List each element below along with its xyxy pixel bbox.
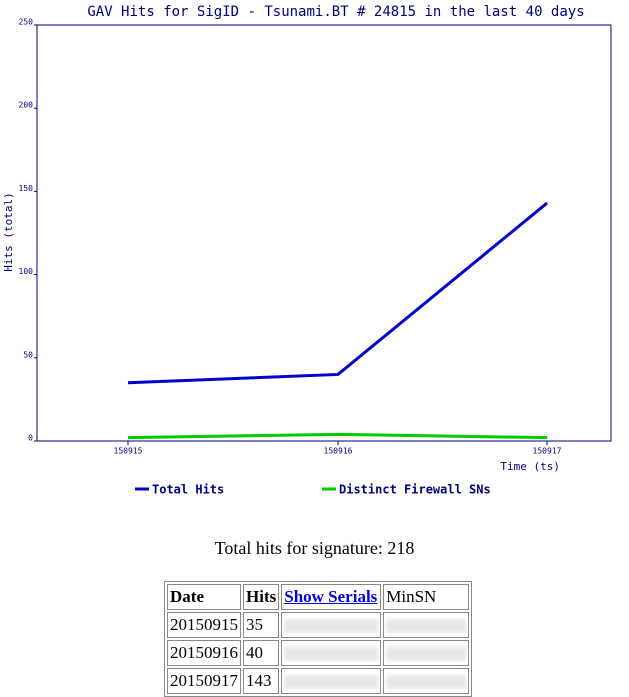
- legend-label: Distinct Firewall SNs: [339, 483, 491, 497]
- table: Date Hits Show Serials MinSN 20150915 35 2…: [164, 581, 473, 697]
- table-row: 20150917 143: [167, 668, 470, 694]
- y-tick-label: 200: [19, 101, 34, 110]
- table-cell: 40: [243, 640, 280, 666]
- redacted-cell: [383, 668, 470, 694]
- table-cell: 20150915: [167, 612, 241, 638]
- y-tick-label: 150: [19, 184, 34, 193]
- redacted: [284, 619, 379, 634]
- redacted-cell: [281, 640, 382, 666]
- y-tick-label: 50: [23, 350, 33, 359]
- table-cell: 20150916: [167, 640, 241, 666]
- redacted: [284, 675, 379, 690]
- redacted: [386, 647, 467, 662]
- redacted-cell: [383, 640, 470, 666]
- header-cell: Hits: [243, 584, 280, 610]
- show-serials-link[interactable]: Show Serials: [284, 587, 378, 606]
- chart: GAV Hits for SigID - Tsunami.BT # 24815 …: [2, 4, 612, 497]
- y-tick-label: 0: [28, 434, 33, 443]
- redacted-cell: [281, 612, 382, 638]
- x-tick-label: 150916: [324, 447, 353, 456]
- x-axis-label: Time (ts): [500, 460, 560, 473]
- y-tick-label: 250: [19, 18, 34, 27]
- redacted: [284, 647, 379, 662]
- table-row: 20150916 40: [167, 640, 470, 666]
- chart-title: GAV Hits for SigID - Tsunami.BT # 24815 …: [87, 4, 584, 20]
- plot-frame: [36, 24, 612, 442]
- legend-label: Total Hits: [152, 483, 224, 497]
- y-axis-label: Hits (total): [2, 192, 15, 271]
- header-cell: Show Serials: [281, 584, 382, 610]
- summary: Total hits for signature: 218: [214, 538, 415, 558]
- header-row: Date Hits Show Serials MinSN: [167, 584, 470, 610]
- redacted-cell: [281, 668, 382, 694]
- table-cell: 20150917: [167, 668, 241, 694]
- redacted: [386, 619, 467, 634]
- redacted: [386, 675, 467, 690]
- header-cell: Date: [167, 584, 241, 610]
- series-line: [127, 432, 548, 440]
- header-cell: MinSN: [383, 584, 470, 610]
- redacted-cell: [383, 612, 470, 638]
- x-tick-label: 150915: [114, 447, 143, 456]
- x-tick-label: 150917: [533, 447, 562, 456]
- series-line: [127, 201, 548, 385]
- y-tick-label: 100: [19, 267, 34, 276]
- table-row: 20150915 35: [167, 612, 470, 638]
- table-cell: 35: [243, 612, 280, 638]
- table-cell: 143: [243, 668, 280, 694]
